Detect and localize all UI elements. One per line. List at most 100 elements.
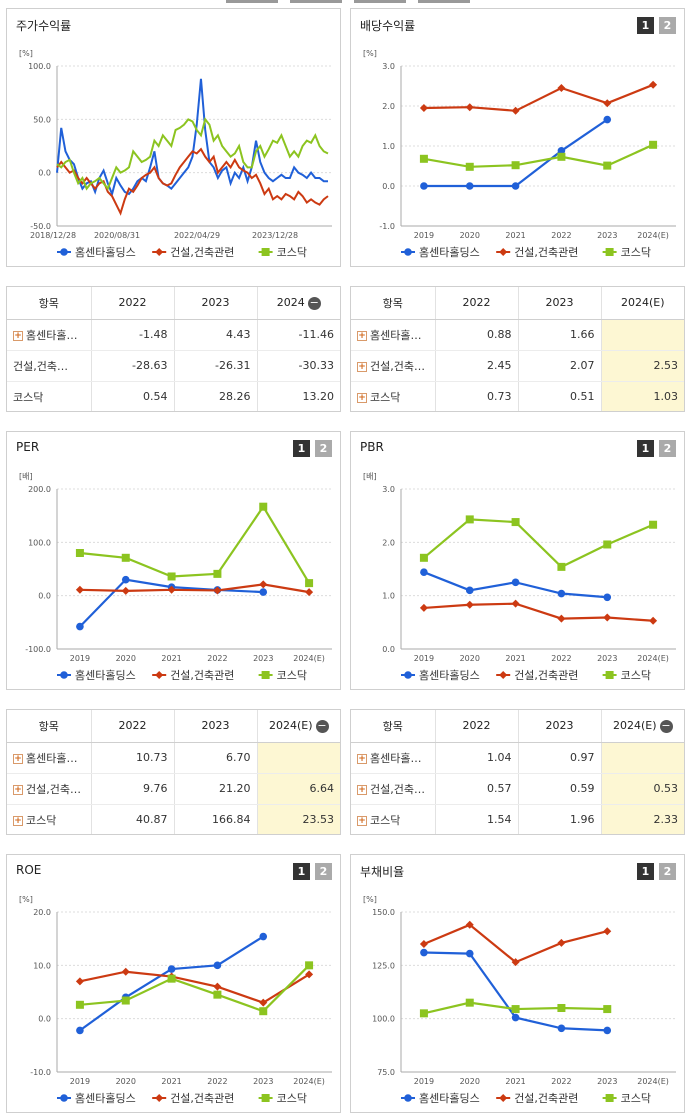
data-point <box>259 1007 268 1016</box>
data-point <box>305 961 314 970</box>
page-2-button[interactable]: 2 <box>659 863 676 880</box>
col-header-2024: 2024− <box>256 287 340 320</box>
page-1-button[interactable]: 1 <box>293 863 310 880</box>
row-label[interactable]: + 건설,건축… <box>7 773 91 805</box>
row-label: 건설,건축… <box>7 350 91 382</box>
y-tick-label: -10.0 <box>30 1068 51 1077</box>
expand-plus-icon[interactable]: + <box>13 815 23 826</box>
table-row: 건설,건축… -28.63 -26.31 -30.33 <box>7 350 340 382</box>
legend-label: 홈센타홀딩스 <box>419 245 480 259</box>
data-point <box>465 920 474 929</box>
page-2-button[interactable]: 2 <box>315 863 332 880</box>
x-tick-label: 2019 <box>414 654 434 663</box>
pager: 1 2 <box>637 863 676 880</box>
table-row: + 홈센타홀… -1.48 4.43 -11.46 <box>7 319 340 351</box>
cell-value: -1.48 <box>90 319 174 351</box>
panel-stock-return: 주가수익률 [%] 100.0 50.0 0.0 -50.0 2018/12/28 2020… <box>6 8 341 267</box>
cell-value: 1.66 <box>517 319 601 351</box>
expand-plus-icon[interactable]: + <box>357 753 367 764</box>
y-tick-label: 3.0 <box>382 62 395 71</box>
table-row: + 홈센타홀… 10.73 6.70 <box>7 742 340 774</box>
page-2-button[interactable]: 2 <box>315 440 332 457</box>
table-row: + 코스닥 0.73 0.51 1.03 <box>351 381 684 411</box>
legend-label: 홈센타홀딩스 <box>75 668 136 682</box>
axis-unit-label: [%] <box>363 49 377 58</box>
expand-plus-icon[interactable]: + <box>357 330 367 341</box>
collapse-icon[interactable]: − <box>659 718 673 733</box>
pager: 1 2 <box>637 440 676 457</box>
col-header-item: 항목 <box>7 287 91 320</box>
data-point <box>259 502 268 511</box>
legend-label: 코스닥 <box>277 246 307 259</box>
data-point <box>557 589 566 598</box>
data-point <box>404 1094 412 1102</box>
y-tick-label: 2.0 <box>382 538 395 547</box>
legend-label: 건설,건축관련 <box>170 669 234 682</box>
page-2-button[interactable]: 2 <box>659 17 676 34</box>
page-2-button[interactable]: 2 <box>659 440 676 457</box>
panel-title: 주가수익률 <box>16 19 72 33</box>
page-1-button[interactable]: 1 <box>637 440 654 457</box>
expand-plus-icon[interactable]: + <box>357 392 367 403</box>
data-point <box>499 1094 508 1102</box>
page-1-button[interactable]: 1 <box>637 863 654 880</box>
panel-debt-ratio: 부채비율 1 2 [%] 150.0 125.0 100.0 75.0 2019 2020 2… <box>350 854 685 1113</box>
x-tick-label: 2022 <box>551 1077 571 1086</box>
legend-label: 홈센타홀딩스 <box>75 1091 136 1105</box>
row-label[interactable]: + 코스닥 <box>13 813 57 827</box>
y-tick-label: 1.0 <box>382 592 395 601</box>
page-1-button[interactable]: 1 <box>293 440 310 457</box>
panel-title: PER <box>16 440 40 454</box>
pager: 1 2 <box>293 440 332 457</box>
row-label[interactable]: + 코스닥 <box>357 813 401 827</box>
cell-value: 166.84 <box>173 804 257 834</box>
row-label[interactable]: + 홈센타홀… <box>7 319 91 351</box>
data-point <box>465 949 474 958</box>
collapse-icon[interactable]: − <box>315 718 329 733</box>
data-point <box>465 600 474 609</box>
y-tick-label: 0.0 <box>38 169 51 178</box>
expand-plus-icon[interactable]: + <box>357 815 367 826</box>
page-1-button[interactable]: 1 <box>637 17 654 34</box>
cell-value: 1.96 <box>517 804 601 834</box>
data-point <box>420 568 428 576</box>
expand-plus-icon[interactable]: + <box>13 784 23 795</box>
cell-value: 40.87 <box>90 804 174 834</box>
data-point <box>76 622 84 631</box>
cell-value: -28.63 <box>90 350 174 382</box>
row-label[interactable]: + 건설,건축… <box>351 350 435 382</box>
expand-plus-icon[interactable]: + <box>13 330 23 341</box>
legend-label: 건설,건축관련 <box>514 669 578 682</box>
col-header-item: 항목 <box>351 710 435 743</box>
expand-plus-icon[interactable]: + <box>13 753 23 764</box>
data-point <box>511 1013 520 1022</box>
legend-item: 건설,건축관련 <box>496 246 578 259</box>
expand-plus-icon[interactable]: + <box>357 784 367 795</box>
data-point <box>305 588 314 597</box>
row-label[interactable]: + 코스닥 <box>357 390 401 404</box>
x-tick-label: 2021 <box>505 654 525 663</box>
legend-item: 코스닥 <box>602 669 651 682</box>
data-point <box>419 940 428 948</box>
row-label[interactable]: + 홈센타홀… <box>351 742 435 774</box>
expand-plus-icon[interactable]: + <box>357 361 367 372</box>
y-tick-label: 0.0 <box>38 592 51 601</box>
data-point <box>305 970 314 979</box>
collapse-icon[interactable]: − <box>307 295 321 310</box>
panel-title: 부채비율 <box>360 865 405 879</box>
y-tick-label: 100.0 <box>28 62 51 71</box>
row-label: 코스닥 <box>13 390 44 404</box>
data-point <box>420 948 428 957</box>
row-label[interactable]: + 홈센타홀… <box>351 319 435 351</box>
x-tick-label: 2018/12/28 <box>30 231 76 240</box>
data-point <box>605 1094 614 1102</box>
row-label[interactable]: + 홈센타홀… <box>7 742 91 774</box>
y-tick-label: 125.0 <box>372 961 395 970</box>
legend-label: 건설,건축관련 <box>514 246 578 259</box>
row-label[interactable]: + 건설,건축… <box>351 773 435 805</box>
data-point <box>121 553 130 562</box>
data-point <box>499 248 508 256</box>
data-point <box>60 1094 68 1102</box>
legend-item: 홈센타홀딩스 <box>401 668 480 682</box>
legend-item: 코스닥 <box>602 1092 651 1105</box>
